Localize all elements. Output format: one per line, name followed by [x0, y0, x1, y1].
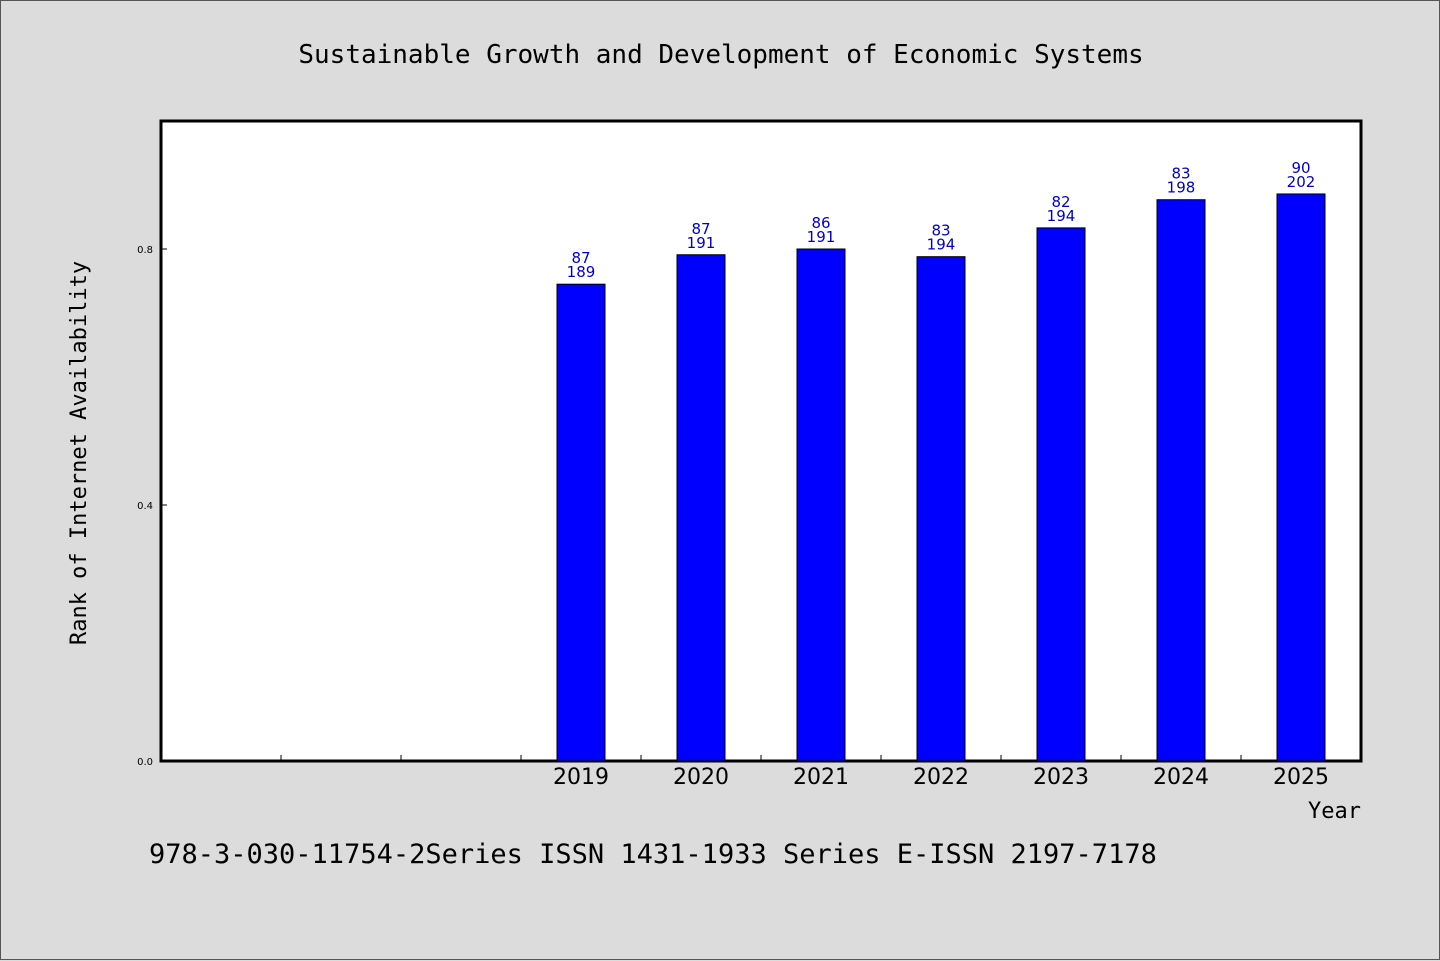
bar-label-top-2025: 90 — [1291, 159, 1310, 177]
x-axis-ticks: 2019 2020 2021 2022 2023 2024 2025 — [280, 755, 1329, 790]
footer-isbn-issn: 978-3-030-11754-2Series ISSN 1431-1933 S… — [149, 839, 1157, 870]
bar-label-top-2021: 86 — [811, 214, 830, 232]
bar-2025 — [1276, 193, 1326, 762]
x-axis-title: Year — [1308, 799, 1361, 824]
bar-2022 — [916, 256, 966, 762]
bar-label-top-2019: 87 — [571, 249, 590, 267]
bar-label-bottom-2023: 194 — [1047, 207, 1076, 225]
bar-label-bottom-2021: 191 — [807, 228, 836, 246]
bar-2023 — [1036, 227, 1086, 762]
bar-label-bottom-2025: 202 — [1287, 173, 1316, 191]
bar-label-bottom-2019: 189 — [567, 263, 596, 281]
bar-label-top-2020: 87 — [691, 220, 710, 238]
y-axis-ticks: 0.0 0.4 0.8 — [137, 245, 167, 768]
bar-label-top-2022: 83 — [931, 222, 950, 240]
chart-title: Sustainable Growth and Development of Ec… — [298, 40, 1143, 70]
bar-label-top-2023: 82 — [1051, 193, 1070, 211]
y-tick-label: 0.4 — [137, 501, 153, 512]
x-tick-label-2021: 2021 — [793, 765, 849, 790]
x-tick-label-2022: 2022 — [913, 765, 969, 790]
bar-2024 — [1156, 199, 1206, 762]
bar-label-bottom-2020: 191 — [687, 234, 716, 252]
bar-label-bottom-2024: 198 — [1167, 179, 1196, 197]
x-tick-label-2019: 2019 — [553, 765, 609, 790]
y-tick-label: 0.8 — [137, 245, 153, 256]
bar-label-bottom-2022: 194 — [927, 236, 956, 254]
bar-2020 — [676, 254, 726, 762]
bar-label-top-2024: 83 — [1171, 165, 1190, 183]
y-axis-title: Rank of Internet Availability — [67, 261, 92, 645]
x-tick-label-2025: 2025 — [1273, 765, 1329, 790]
bars-layer — [556, 193, 1326, 762]
x-tick-label-2020: 2020 — [673, 765, 729, 790]
bar-2019 — [556, 283, 606, 762]
x-tick-label-2024: 2024 — [1153, 765, 1209, 790]
bar-2021 — [796, 248, 846, 762]
y-tick-label: 0.0 — [137, 757, 153, 768]
x-tick-label-2023: 2023 — [1033, 765, 1089, 790]
